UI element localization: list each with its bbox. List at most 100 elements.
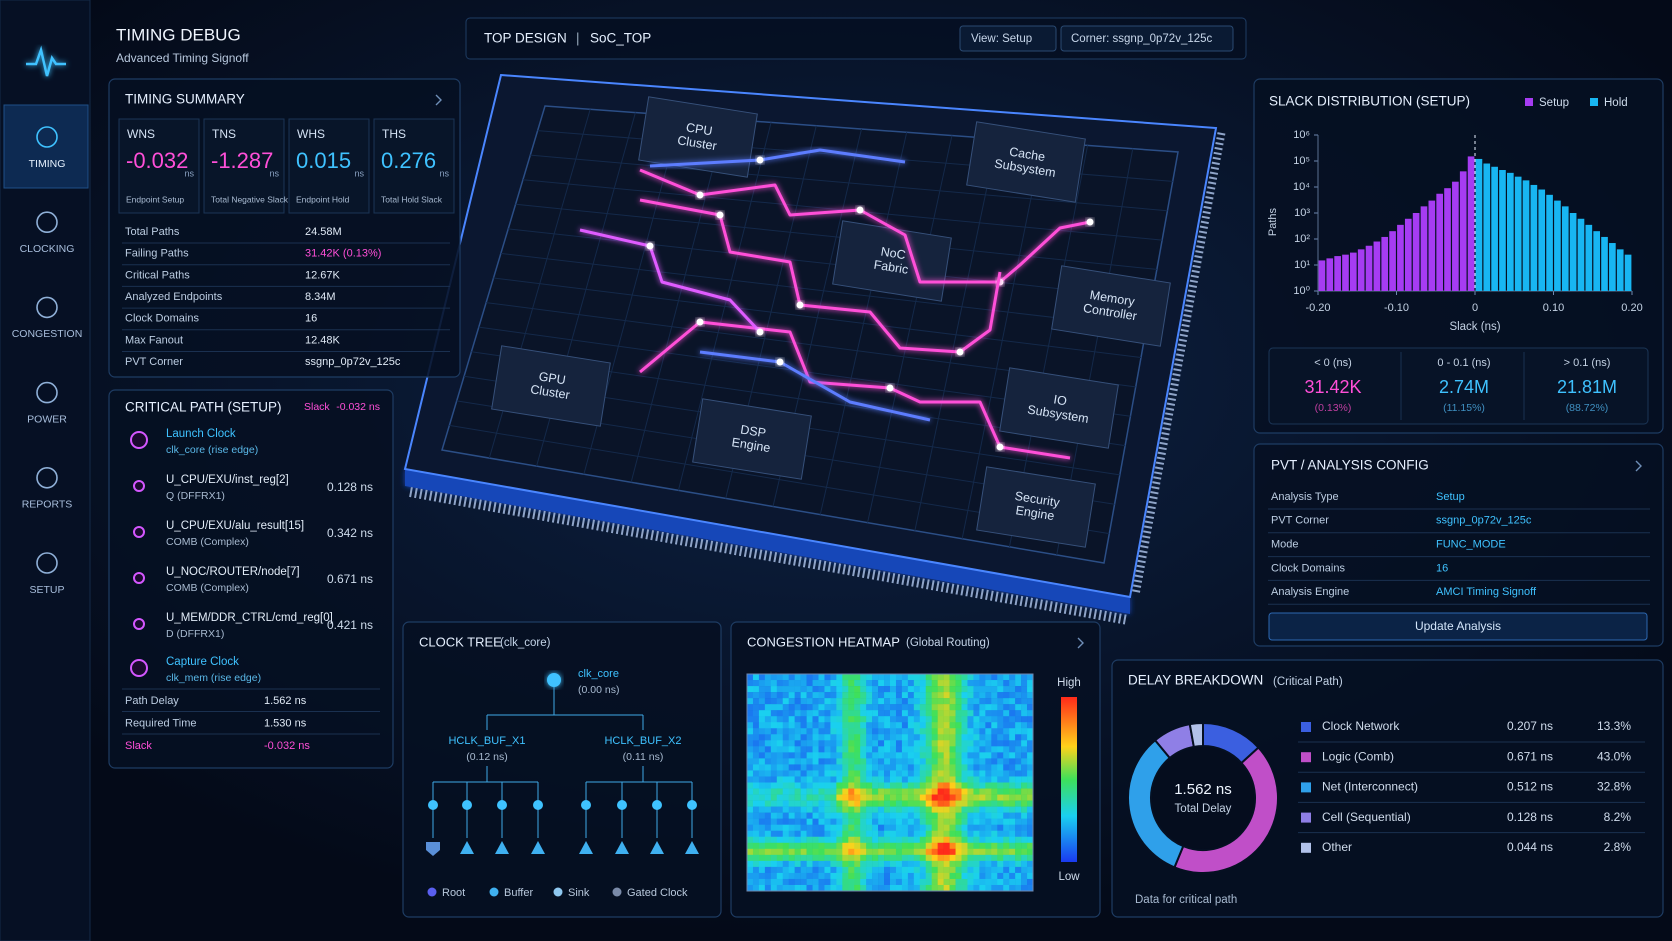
heat-cell (913, 848, 921, 856)
heat-cell (866, 746, 873, 753)
corner-pill[interactable] (1060, 25, 1234, 52)
heat-cell (925, 692, 933, 699)
heat-cell (901, 782, 909, 789)
heat-cell (913, 764, 921, 771)
chevron[interactable] (435, 94, 442, 106)
heat-cell (991, 818, 998, 825)
heat-cell (1027, 728, 1034, 735)
heat-cell (901, 680, 909, 687)
heat-cell (1003, 710, 1010, 717)
path-node (133, 618, 145, 630)
heat-cell (949, 770, 956, 777)
path-node (130, 659, 148, 677)
heat-cell (1021, 812, 1028, 819)
heat-cell (752, 788, 760, 795)
heat-cell (973, 704, 980, 711)
corner-select[interactable]: Corner: ssgnp_0p72v_125c (1071, 33, 1213, 45)
nav-icon[interactable] (36, 381, 58, 404)
heat-cell (752, 866, 760, 874)
value-label: 0.207 ns (1507, 719, 1553, 733)
heat-cell (764, 770, 772, 777)
heat-cell (1021, 698, 1028, 705)
nav-icon[interactable] (36, 466, 58, 489)
nav-item[interactable]: TIMING (29, 158, 66, 170)
heat-cell (907, 830, 915, 838)
heat-cell (776, 812, 784, 819)
heat-cell (872, 740, 879, 747)
nav-item[interactable]: CLOCKING (20, 243, 75, 255)
heat-cell (752, 782, 760, 789)
view-select[interactable]: View: Setup (971, 33, 1032, 45)
heat-cell (878, 752, 885, 759)
heat-cell (764, 764, 772, 771)
heat-cell (824, 710, 831, 717)
heat-cell (794, 746, 801, 753)
heat-cell (788, 776, 795, 783)
chevron[interactable] (1077, 637, 1084, 649)
heat-cell (985, 812, 992, 819)
heat-cell (949, 680, 956, 687)
heat-cell (848, 800, 855, 807)
view-pill[interactable] (959, 25, 1057, 52)
heat-cell (872, 842, 879, 850)
nav-item[interactable]: REPORTS (22, 499, 73, 511)
heat-cell (919, 860, 927, 868)
heat-cell (878, 842, 885, 850)
heat-cell (854, 836, 861, 844)
nav-icon[interactable] (36, 126, 58, 148)
heat-cell (842, 830, 849, 838)
heat-cell (973, 824, 980, 832)
heat-cell (955, 794, 962, 801)
metric-unit: ns (184, 168, 194, 178)
heat-cell (872, 848, 879, 856)
heat-cell (895, 848, 903, 856)
heat-cell (1003, 878, 1010, 886)
heat-cell (931, 866, 938, 874)
heat-cell (758, 698, 766, 705)
chevron[interactable] (1635, 460, 1642, 472)
heat-cell (1027, 674, 1034, 681)
heat-cell (860, 842, 867, 850)
heat-cell (812, 728, 819, 735)
heat-cell (872, 836, 879, 844)
value-label: 0.512 ns (1507, 780, 1553, 794)
heat-cell (747, 728, 754, 735)
step-name: Launch Clock (166, 428, 236, 440)
nav-icon[interactable] (36, 552, 58, 574)
heat-cell (848, 698, 855, 705)
nav-icon[interactable] (36, 211, 58, 233)
heat-cell (890, 836, 897, 844)
heat-cell (955, 866, 962, 874)
nav-item[interactable]: SETUP (29, 584, 64, 596)
heat-cell (824, 752, 831, 759)
slack-label: Slack (304, 401, 330, 413)
heat-cell (770, 818, 778, 825)
heat-cell (955, 758, 962, 765)
heat-cell (979, 752, 986, 759)
heat-cell (973, 770, 980, 777)
heat-cell (1021, 752, 1028, 759)
heat-cell (836, 806, 843, 813)
heat-cell (812, 812, 819, 819)
nav-icon[interactable] (36, 296, 58, 319)
heat-cell (764, 734, 772, 741)
heat-cell (824, 776, 831, 783)
heat-cell (878, 878, 885, 886)
heat-cell (901, 746, 909, 753)
update-button-label[interactable]: Update Analysis (1415, 619, 1501, 633)
heat-cell (937, 770, 944, 777)
heat-cell (842, 788, 849, 795)
heat-cell (842, 710, 849, 717)
update-button[interactable] (1268, 612, 1648, 641)
nav-item[interactable]: POWER (27, 413, 67, 425)
heat-cell (872, 716, 879, 723)
nav-item[interactable]: CONGESTION (12, 328, 83, 340)
heat-cell (919, 836, 927, 844)
heat-cell (752, 776, 760, 783)
heat-cell (943, 848, 950, 856)
heat-cell (836, 842, 843, 850)
stat-value: 2.74M (1439, 377, 1489, 397)
heat-cell (1021, 794, 1028, 801)
heat-cell (943, 854, 950, 862)
heat-cell (830, 842, 837, 850)
